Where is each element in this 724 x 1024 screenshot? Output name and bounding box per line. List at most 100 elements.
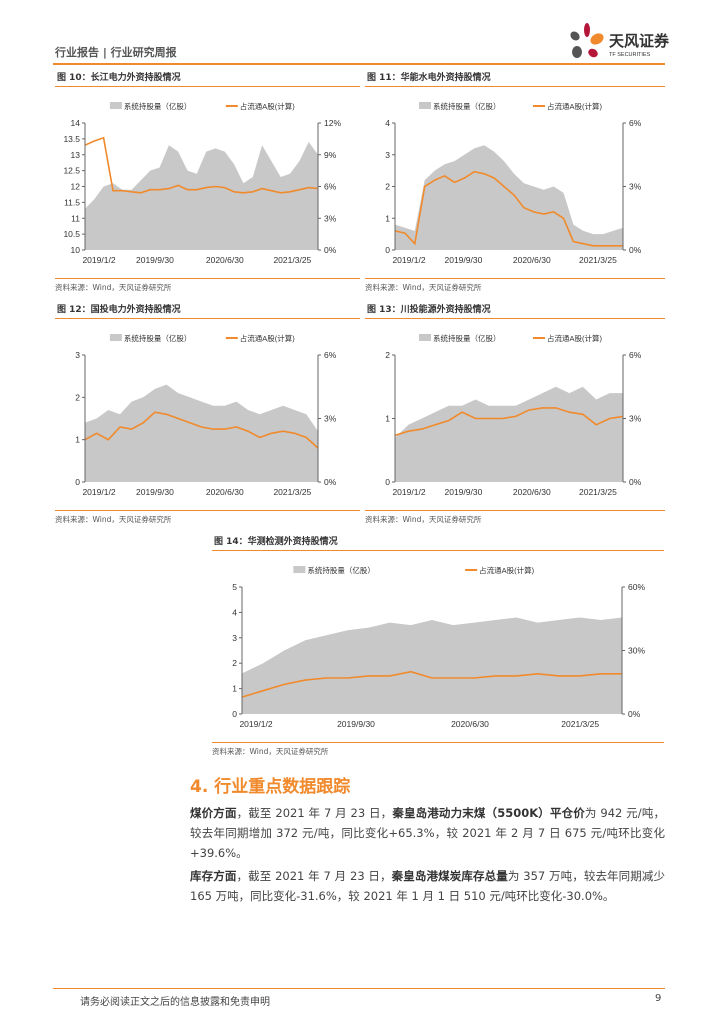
figure-source: 资料来源：Wind，天风证券研究所 xyxy=(55,510,360,525)
right-tick-label: 12% xyxy=(324,118,341,128)
legend-line-label: 占流通A股(计算) xyxy=(547,333,602,343)
ratio-line-series xyxy=(84,411,319,449)
figure-source: 资料来源：Wind，天风证券研究所 xyxy=(365,278,665,293)
header-title: 行业报告 | 行业研究周报 xyxy=(55,46,177,59)
x-tick-label: 2021/3/25 xyxy=(561,719,599,729)
left-tick-label: 13 xyxy=(71,150,81,160)
right-tick-label: 30% xyxy=(628,646,645,656)
left-tick-label: 3 xyxy=(75,350,80,360)
ratio-line-series xyxy=(84,136,319,194)
left-tick-label: 2 xyxy=(75,392,80,402)
area-line-chart: 系统持股量（亿股） 占流通A股(计算) 14 13.5 13 12.5 12 11.5 11 10… xyxy=(63,101,341,265)
ratio-line-series xyxy=(394,407,624,437)
holding-area-series xyxy=(85,142,318,250)
figure-10: 图 10：长江电力外资持股情况系统持股量（亿股） 占流通A股(计算) 14 13.5 1… xyxy=(55,68,360,293)
figure-title: 图 14：华测检测外资持股情况 xyxy=(212,532,664,551)
legend-area-label: 系统持股量（亿股） xyxy=(433,101,501,111)
footer-divider xyxy=(53,988,665,989)
right-tick-label: 0% xyxy=(324,245,337,255)
right-tick-label: 0% xyxy=(629,477,642,487)
area-line-chart: 系统持股量（亿股） 占流通A股(计算) 4 3 2 1 0 6% 3% 0% 2019/1/2 201… xyxy=(385,101,642,265)
svg-text:天风证券: 天风证券 xyxy=(609,32,670,50)
company-logo: 天风证券 TF SECURITIES xyxy=(565,22,675,62)
right-tick-label: 0% xyxy=(629,245,642,255)
paragraph-inventory: 库存方面，截至 2021 年 7 月 23 日，秦皇岛港煤炭库存总量为 357 … xyxy=(190,869,666,903)
ratio-line-series xyxy=(394,170,623,247)
left-tick-label: 0 xyxy=(385,245,390,255)
x-tick-label: 2019/9/30 xyxy=(136,487,174,497)
left-tick-label: 12 xyxy=(71,182,81,192)
section-title: 4. 行业重点数据跟踪 xyxy=(190,777,351,797)
x-tick-label: 2020/6/30 xyxy=(451,719,489,729)
legend: 系统持股量（亿股） 占流通A股(计算) xyxy=(109,101,295,111)
right-tick-label: 3% xyxy=(629,414,642,424)
page-number: 9 xyxy=(655,993,662,1004)
figure-11: 图 11：华能水电外资持股情况 系统持股量（亿股） 占流通A股(计算) 4 3 2 1 0 6%… xyxy=(365,68,665,293)
left-tick-label: 13.5 xyxy=(63,134,80,144)
figure-source: 资料来源：Wind，天风证券研究所 xyxy=(55,278,360,293)
x-tick-label: 2019/1/2 xyxy=(392,255,425,265)
legend-area-label: 系统持股量（亿股） xyxy=(124,333,191,343)
legend-line-label: 占流通A股(计算) xyxy=(547,101,602,111)
x-tick-label: 2020/6/30 xyxy=(513,487,551,497)
right-tick-label: 0% xyxy=(628,709,641,719)
left-tick-label: 10.5 xyxy=(63,229,80,239)
holding-area-series xyxy=(242,617,622,714)
left-tick-label: 0 xyxy=(75,477,80,487)
left-tick-label: 4 xyxy=(385,118,390,128)
figure-source: 资料来源：Wind，天风证券研究所 xyxy=(365,510,665,525)
header-divider xyxy=(53,63,665,65)
x-tick-label: 2021/3/25 xyxy=(273,487,311,497)
left-tick-label: 14 xyxy=(71,118,81,128)
paragraph-coal-price: 煤价方面，截至 2021 年 7 月 23 日，秦皇岛港动力末煤（5500K）平… xyxy=(190,806,665,860)
figure-12: 图 12：国投电力外资持股情况 系统持股量（亿股） 占流通A股(计算) 3 2 1 0 6% 3… xyxy=(55,300,360,525)
legend: 系统持股量（亿股） 占流通A股(计算) xyxy=(419,101,602,111)
legend: 系统持股量（亿股） 占流通A股(计算) xyxy=(109,333,295,343)
legend-area-swatch xyxy=(419,102,431,109)
area-line-chart: 系统持股量（亿股） 占流通A股(计算) 2 1 0 6% 3% 0% 2019/1/2 2019/… xyxy=(385,333,642,497)
x-tick-label: 2020/6/30 xyxy=(206,487,244,497)
legend-line-label: 占流通A股(计算) xyxy=(240,101,295,111)
left-tick-label: 4 xyxy=(232,607,237,617)
ratio-line-series xyxy=(241,670,622,698)
x-tick-label: 2019/9/30 xyxy=(444,487,482,497)
legend-area-label: 系统持股量（亿股） xyxy=(433,333,501,343)
figure-source: 资料来源：Wind，天风证券研究所 xyxy=(212,742,664,757)
area-line-chart: 系统持股量（亿股） 占流通A股(计算) 3 2 1 0 6% 3% 0% 2019/1/2 2019… xyxy=(75,333,337,497)
right-tick-label: 6% xyxy=(324,182,337,192)
right-tick-label: 9% xyxy=(324,150,337,160)
legend-area-label: 系统持股量（亿股） xyxy=(124,101,191,111)
legend-area-swatch xyxy=(419,334,431,341)
holding-area-series xyxy=(395,386,623,482)
right-tick-label: 0% xyxy=(324,477,337,487)
svg-text:TF SECURITIES: TF SECURITIES xyxy=(609,52,651,58)
right-tick-label: 6% xyxy=(324,350,337,360)
legend-area-label: 系统持股量（亿股） xyxy=(307,565,375,575)
left-tick-label: 2 xyxy=(385,182,390,192)
left-tick-label: 5 xyxy=(232,582,237,592)
x-tick-label: 2019/1/2 xyxy=(392,487,425,497)
left-tick-label: 11.5 xyxy=(64,197,80,207)
legend-line-label: 占流通A股(计算) xyxy=(240,333,295,343)
left-tick-label: 10 xyxy=(71,245,81,255)
right-tick-label: 3% xyxy=(324,213,337,223)
holding-area-series xyxy=(85,384,318,482)
figure-14: 图 14：华测检测外资持股情况 系统持股量（亿股） 占流通A股(计算) 5 4 3 2 1 0 6… xyxy=(212,532,664,757)
left-tick-label: 1 xyxy=(75,435,80,445)
left-tick-label: 12.5 xyxy=(63,166,80,176)
figure-title: 图 11：华能水电外资持股情况 xyxy=(365,68,665,87)
legend-area-swatch xyxy=(109,334,122,341)
figure-title: 图 12：国投电力外资持股情况 xyxy=(55,300,360,319)
legend: 系统持股量（亿股） 占流通A股(计算) xyxy=(293,565,535,575)
figure-title: 图 10：长江电力外资持股情况 xyxy=(55,68,360,87)
left-tick-label: 3 xyxy=(385,150,390,160)
x-tick-label: 2020/6/30 xyxy=(206,255,244,265)
left-tick-label: 2 xyxy=(385,350,390,360)
x-tick-label: 2019/1/2 xyxy=(82,255,115,265)
left-tick-label: 1 xyxy=(385,414,390,424)
legend: 系统持股量（亿股） 占流通A股(计算) xyxy=(419,333,602,343)
left-tick-label: 3 xyxy=(232,633,237,643)
legend-area-swatch xyxy=(109,102,122,109)
x-tick-label: 2020/6/30 xyxy=(513,255,551,265)
